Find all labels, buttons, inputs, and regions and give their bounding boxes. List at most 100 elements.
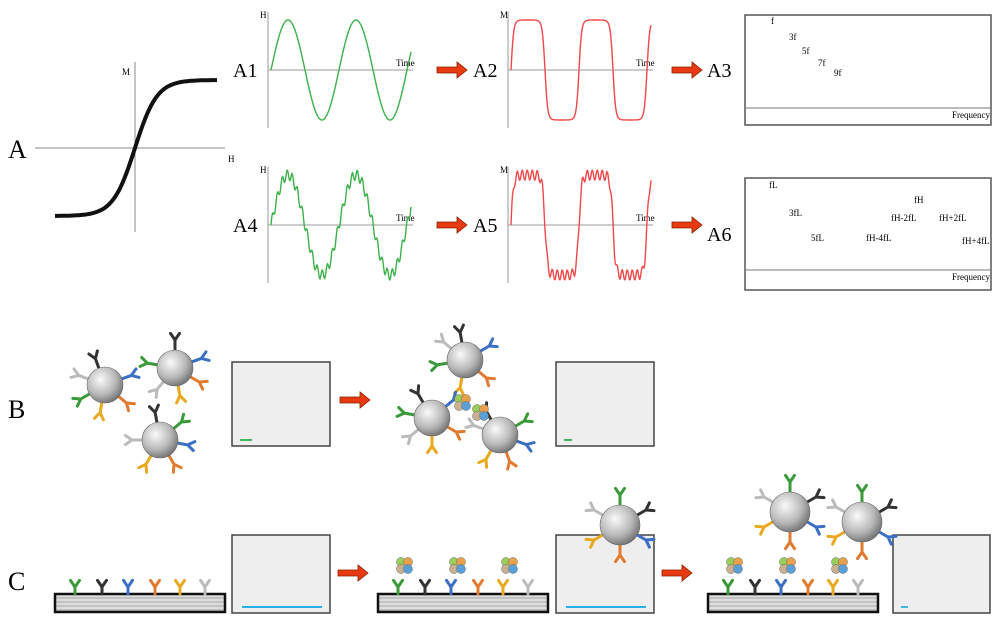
antibody [125,436,142,445]
antibody [828,532,845,544]
peak-label: fH-4fL [866,233,892,243]
antibody [397,408,414,417]
antibody [858,542,867,559]
nanoparticle [600,505,640,545]
antibody [192,352,209,362]
signal-box [232,362,330,446]
peak-label: 5f [802,46,810,56]
peak-label: fH [914,195,924,205]
antibody [176,580,185,594]
antibody [428,436,437,453]
antibody [171,333,180,350]
nanoparticle [414,400,450,436]
antibody [151,580,160,594]
antibody [201,580,210,594]
nanoparticle [842,502,882,542]
antibody [517,441,534,451]
antibody [119,397,135,411]
antigen [457,565,466,574]
nanoparticle [447,342,483,378]
substrate [378,594,548,612]
step-label: A3 [707,60,731,82]
antibody [430,362,447,371]
antibody [174,414,190,428]
antibody [807,490,824,502]
peak-label: 3f [789,32,797,42]
axis-label: H [260,165,267,175]
nanoparticle [157,350,193,386]
step-label: A4 [233,215,257,237]
arrow [340,392,370,408]
arrow [662,565,692,581]
axis-label: Frequency [952,272,990,282]
antibody [448,427,465,439]
antibody [724,580,733,594]
antigen [839,565,848,574]
antibody [637,503,654,515]
antigen [480,412,489,421]
arrow [672,217,702,233]
nanoparticle [770,492,810,532]
antibody [139,456,151,473]
peak-label: 7f [818,58,826,68]
peak-label: fH+2fL [939,213,967,223]
step-label: A5 [473,215,497,237]
antibody [481,339,498,351]
antibody [786,532,795,549]
axis-label: M [122,67,130,77]
hysteresis: M H [35,62,235,232]
signal-box [556,362,654,446]
antibody [854,580,863,594]
peak-label: fH-2fL [891,213,917,223]
antibody [191,377,208,389]
antibody [178,442,195,451]
panel-label: C [8,567,25,596]
antibody [150,405,159,422]
antibody [479,372,495,386]
antibody [95,403,104,420]
antibody [829,580,838,594]
signal-box [556,535,654,613]
axis-label: M [500,165,508,175]
antibody [169,456,181,473]
antibody [499,580,508,594]
peak-label: f [771,16,774,26]
content: HTimeA1MTimeA2HTimeA4MTimeA5A3Frequencyf… [55,10,991,613]
antigen [509,565,518,574]
nanoparticle [87,367,123,403]
antibody [524,580,533,594]
antibody [756,522,773,534]
antibody [177,386,186,403]
antigen [734,565,743,574]
antibody [516,414,533,426]
panel-label: A [8,135,27,164]
antibody [804,580,813,594]
substrate [55,594,225,612]
antibody [479,451,491,468]
antibody [394,580,403,594]
antibody [828,500,845,512]
axis-label: H [260,10,267,20]
peak-label: fL [769,180,778,190]
antibody [447,580,456,594]
signal-box [232,535,330,613]
antigen [462,402,471,411]
axis-label: Time [636,58,655,68]
antibody [421,580,430,594]
antibody [149,382,163,398]
antibody [474,580,483,594]
arrow [437,217,467,233]
antibody [786,475,795,492]
antibody [98,580,107,594]
antibody [879,500,896,512]
antibody [89,351,99,368]
axis-label: Time [636,213,655,223]
antigen [404,565,413,574]
peak-label: fH+4fL [962,236,990,246]
antibody [858,485,867,502]
axis-label: M [500,10,508,20]
antibody [807,522,824,534]
antibody [124,580,133,594]
step-label: A1 [233,60,257,82]
peak-label: 9f [834,68,842,78]
